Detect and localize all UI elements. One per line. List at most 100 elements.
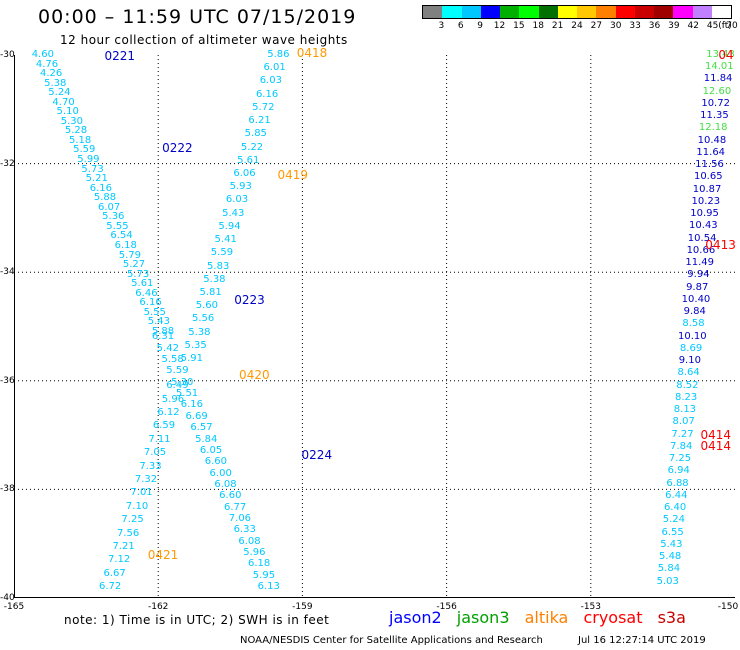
wave-height-value: 8.07 xyxy=(672,416,695,428)
wave-height-value: 11.49 xyxy=(685,257,714,269)
wave-height-value: 4.76 xyxy=(35,58,59,70)
wave-height-value: 7.33 xyxy=(139,460,162,472)
longitude-label: -162 xyxy=(147,602,169,612)
wave-height-value: 5.24 xyxy=(48,87,71,99)
wave-height-value: 7.84 xyxy=(670,440,693,452)
wave-height-value: 7.11 xyxy=(148,433,171,445)
wave-height-value: 5.35 xyxy=(184,339,207,351)
wave-height-value: 5.79 xyxy=(118,249,141,261)
wave-height-value: 5.03 xyxy=(656,575,679,587)
wave-height-value: 10.10 xyxy=(677,330,707,342)
color-swatch xyxy=(615,6,635,18)
wave-height-value: 4.26 xyxy=(39,68,63,80)
wave-height-value: 10.95 xyxy=(690,208,719,220)
wave-height-value: 5.73 xyxy=(127,268,150,280)
color-scale-tick: 12 xyxy=(493,21,506,31)
color-swatch xyxy=(423,6,443,18)
wave-height-value: 5.55 xyxy=(143,306,166,318)
wave-height-value: 6.54 xyxy=(110,230,133,242)
color-swatch xyxy=(596,6,616,18)
wave-height-value: 10.65 xyxy=(693,171,723,183)
wave-height-value: 6.01 xyxy=(263,62,286,74)
color-scale-tick: 39 xyxy=(668,21,680,31)
pass-label: 0420 xyxy=(239,367,270,382)
wave-height-value: 4.70 xyxy=(52,96,75,108)
wave-height-value: 5.58 xyxy=(161,354,184,366)
wave-height-value: 5.10 xyxy=(56,106,79,118)
wave-height-value: 5.22 xyxy=(240,141,264,153)
wave-height-value: 7.27 xyxy=(671,428,694,440)
page-title: 00:00 – 11:59 UTC 07/15/2019 xyxy=(38,6,357,28)
wave-height-value: 10.54 xyxy=(687,232,717,244)
wave-height-value: 6.67 xyxy=(103,567,126,579)
wave-height-value: 6.72 xyxy=(98,581,122,593)
longitude-label: -153 xyxy=(580,602,602,612)
color-swatch xyxy=(557,6,577,18)
wave-height-value: 8.52 xyxy=(676,379,699,391)
wave-height-value: 6.08 xyxy=(214,478,237,490)
wave-height-value: 5.21 xyxy=(85,173,108,185)
wave-height-value: 5.93 xyxy=(229,181,252,193)
color-scale-tick: 36 xyxy=(648,21,661,31)
color-swatch xyxy=(577,6,597,18)
color-swatch xyxy=(500,6,520,18)
color-scale-tick: 30 xyxy=(610,21,622,31)
wave-height-value: 6.06 xyxy=(233,167,256,179)
legend-cryosat: cryosat xyxy=(583,608,643,627)
color-swatch xyxy=(654,6,674,18)
wave-height-value: 13.43 xyxy=(706,49,735,60)
latitude-label: -34 xyxy=(0,267,15,278)
wave-height-value: 6.21 xyxy=(248,115,271,127)
color-scale-tick: 33 xyxy=(629,21,641,31)
wave-height-value: 11.56 xyxy=(695,159,724,171)
wave-height-value: 7.25 xyxy=(121,514,144,526)
longitude-label: -159 xyxy=(292,602,313,612)
wave-height-value: 9.84 xyxy=(683,306,706,318)
color-swatch xyxy=(711,6,731,18)
wave-height-value: 5.61 xyxy=(237,154,260,166)
wave-height-value: 10.40 xyxy=(681,293,711,305)
wave-height-value: 6.16 xyxy=(180,399,203,411)
wave-height-value: 6.18 xyxy=(114,239,137,251)
pass-label: 0414 xyxy=(700,428,732,443)
wave-height-value: 5.88 xyxy=(93,192,117,204)
color-swatch xyxy=(692,6,712,18)
wave-height-value: 5.36 xyxy=(102,211,125,223)
wave-height-value: 10.43 xyxy=(689,220,718,232)
wave-height-value: 7.56 xyxy=(116,527,140,539)
wave-height-value: 7.32 xyxy=(134,473,158,485)
wave-height-value: 5.59 xyxy=(210,247,234,259)
color-scale-tick: 70 xyxy=(726,21,738,31)
generated-timestamp: Jul 16 12:27:14 UTC 2019 xyxy=(578,635,706,646)
color-scale-tick: 24 xyxy=(571,21,583,31)
page-subtitle: 12 hour collection of altimeter wave hei… xyxy=(60,33,348,47)
credit-line: NOAA/NESDIS Center for Satellite Applica… xyxy=(240,635,543,646)
wave-height-value: 5.24 xyxy=(662,514,685,526)
wave-height-value: 6.88 xyxy=(666,477,689,489)
wave-height-value: 10.87 xyxy=(692,183,722,195)
wave-height-value: 5.99 xyxy=(77,154,100,166)
wave-height-value: 6.69 xyxy=(185,410,208,422)
color-scale-tick: 27 xyxy=(590,21,603,31)
wave-height-value: 8.23 xyxy=(675,391,698,403)
color-swatch xyxy=(442,6,462,18)
wave-height-value: 5.43 xyxy=(660,538,683,550)
color-swatch xyxy=(461,6,481,18)
wave-height-value: 6.16 xyxy=(89,182,112,194)
wave-height-value: 6.33 xyxy=(233,524,256,536)
legend-altika: altika xyxy=(524,608,569,627)
wave-height-value: 5.84 xyxy=(657,563,681,575)
wave-height-value: 5.96 xyxy=(161,393,185,405)
wave-height-value: 7.05 xyxy=(143,447,167,459)
color-swatch xyxy=(519,6,539,18)
latitude-label: -40 xyxy=(0,593,15,603)
wave-height-value: 6.44 xyxy=(665,489,688,501)
wave-height-value: 10.48 xyxy=(697,134,727,146)
pass-label: 0418 xyxy=(296,46,328,61)
pass-label: 0223 xyxy=(234,292,265,307)
wave-height-value: 7.10 xyxy=(125,500,149,512)
wave-height-value: 10.66 xyxy=(686,244,716,256)
wave-height-value: 5.95 xyxy=(252,569,276,581)
color-scale-tick: 15 xyxy=(513,21,525,31)
